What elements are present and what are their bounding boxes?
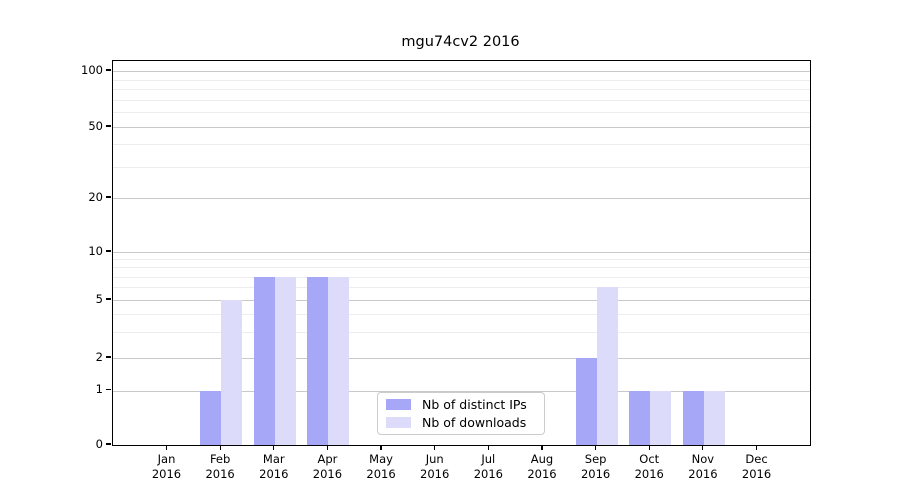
y-tick-mark [106, 69, 111, 71]
minor-gridline [113, 267, 810, 269]
minor-gridline [113, 259, 810, 261]
minor-gridline [113, 99, 810, 101]
x-tick-label-jul: Jul 2016 [473, 452, 503, 481]
y-tick-label: 0 [95, 436, 103, 451]
bar-distinct-ips-apr [307, 276, 329, 445]
legend-label: Nb of distinct IPs [422, 397, 527, 412]
y-tick-label: 50 [88, 118, 103, 133]
x-tick-label-mar: Mar 2016 [259, 452, 289, 481]
x-tick-label-jan: Jan 2016 [151, 452, 182, 481]
y-tick-label: 2 [95, 349, 103, 364]
x-tick-label-feb: Feb 2016 [205, 452, 235, 481]
y-tick-label: 1 [95, 382, 103, 396]
x-tick-label-jun: Jun 2016 [420, 452, 450, 481]
major-gridline [113, 198, 810, 199]
bar-distinct-ips-mar [253, 276, 275, 445]
x-tick-mark [326, 445, 328, 450]
x-tick-mark [755, 445, 758, 450]
bar-downloads-feb [221, 300, 243, 445]
x-tick-label-may: May 2016 [366, 452, 396, 481]
y-tick-mark [106, 125, 111, 127]
y-tick-mark [106, 196, 111, 198]
x-tick-label-sep: Sep 2016 [580, 452, 611, 481]
x-tick-label-apr: Apr 2016 [312, 452, 343, 481]
x-tick-mark [595, 445, 597, 450]
y-tick-label: 10 [88, 243, 103, 258]
bar-distinct-ips-sep [575, 358, 597, 445]
y-tick-mark [106, 443, 111, 445]
x-tick-label-nov: Nov 2016 [688, 452, 718, 481]
x-tick-label-dec: Dec 2016 [741, 452, 772, 481]
minor-gridline [113, 332, 810, 334]
y-tick-mark [106, 298, 111, 300]
x-tick-label-oct: Oct 2016 [634, 452, 664, 481]
bar-downloads-mar [274, 276, 296, 445]
x-tick-mark [648, 445, 650, 450]
major-gridline [113, 252, 810, 253]
major-gridline [113, 390, 810, 392]
major-gridline [113, 358, 810, 359]
minor-gridline [113, 112, 810, 114]
x-tick-mark [273, 445, 275, 450]
legend-label: Nb of downloads [422, 415, 527, 430]
minor-gridline [113, 79, 810, 81]
legend-item-distinct-ips: Nb of distinct IPs [386, 397, 536, 412]
legend-item-downloads: Nb of downloads [386, 415, 536, 430]
major-gridline [113, 300, 810, 301]
bar-downloads-apr [328, 276, 350, 445]
y-tick-label: 5 [95, 291, 103, 306]
bar-distinct-ips-nov [682, 390, 704, 445]
y-tick-mark [106, 250, 111, 252]
x-tick-mark [541, 445, 543, 450]
chart-title: mgu74cv2 2016 [401, 34, 520, 50]
x-tick-mark [702, 445, 704, 450]
y-tick-mark [106, 356, 111, 358]
plot-area [112, 60, 811, 446]
minor-gridline [113, 144, 810, 146]
y-tick-label: 20 [88, 189, 103, 204]
minor-gridline [113, 287, 810, 289]
minor-gridline [113, 89, 810, 91]
bar-downloads-oct [650, 390, 672, 445]
y-tick-label: 100 [81, 62, 103, 77]
distinct-ips-swatch [386, 399, 411, 410]
bar-distinct-ips-oct [629, 390, 651, 445]
x-tick-mark [219, 445, 221, 450]
bar-downloads-nov [703, 390, 725, 445]
minor-gridline [113, 166, 810, 168]
x-tick-label-aug: Aug 2016 [527, 452, 557, 481]
x-tick-mark [487, 445, 489, 450]
major-gridline [113, 127, 810, 128]
bar-downloads-sep [596, 287, 618, 445]
bar-distinct-ips-feb [200, 390, 222, 445]
x-tick-mark [434, 445, 436, 450]
major-gridline [113, 71, 810, 72]
downloads-swatch [386, 417, 411, 428]
x-tick-mark [165, 445, 168, 450]
y-tick-mark [106, 388, 111, 391]
x-tick-mark [380, 445, 382, 450]
legend: Nb of distinct IPs Nb of downloads [377, 392, 545, 435]
minor-gridline [113, 314, 810, 316]
minor-gridline [113, 276, 810, 278]
